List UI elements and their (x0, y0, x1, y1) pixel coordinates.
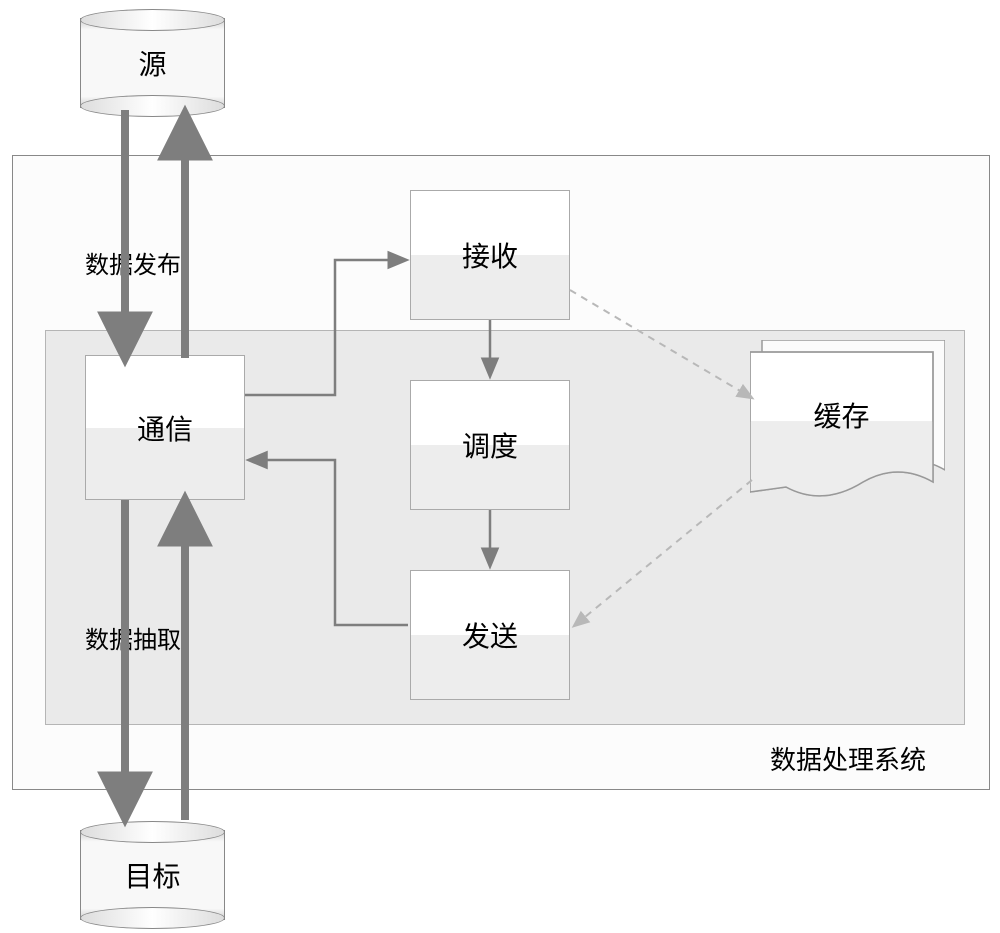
node-source: 源 (80, 18, 225, 108)
node-dispatch-label: 调度 (462, 425, 518, 465)
node-comm: 通信 (85, 355, 245, 500)
node-comm-label: 通信 (137, 408, 193, 448)
node-receive-label: 接收 (462, 235, 518, 275)
node-cache: 缓存 (750, 340, 945, 505)
node-target: 目标 (80, 830, 225, 920)
node-receive: 接收 (410, 190, 570, 320)
edge-label-publish: 数据发布 (85, 245, 181, 280)
node-send: 发送 (410, 570, 570, 700)
node-send-label: 发送 (462, 615, 518, 655)
edge-label-extract: 数据抽取 (85, 620, 181, 655)
node-dispatch: 调度 (410, 380, 570, 510)
system-label: 数据处理系统 (770, 740, 926, 777)
node-cache-label: 缓存 (750, 395, 933, 435)
node-source-label: 源 (138, 43, 166, 83)
node-target-label: 目标 (124, 855, 180, 895)
